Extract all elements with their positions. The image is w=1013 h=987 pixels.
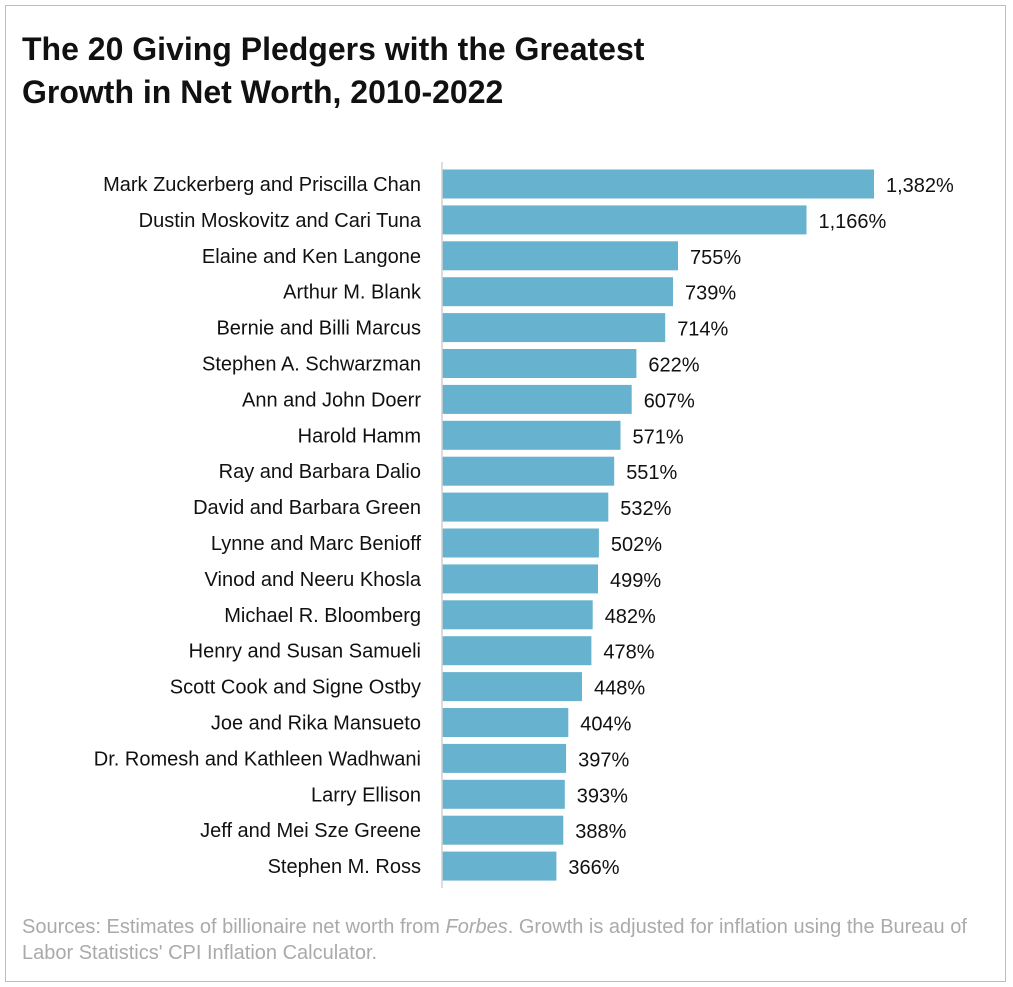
category-label: Henry and Susan Samueli (189, 641, 421, 663)
category-label: Ann and John Doerr (242, 389, 421, 411)
category-label: Stephen M. Ross (268, 856, 421, 878)
data-label: 388% (575, 821, 626, 843)
data-label: 393% (577, 785, 628, 807)
sources-note: Sources: Estimates of billionaire net wo… (22, 914, 982, 966)
category-label: Dustin Moskovitz and Cari Tuna (139, 210, 422, 232)
category-label: David and Barbara Green (193, 497, 421, 519)
bar (442, 241, 678, 271)
category-label: Vinod and Neeru Khosla (205, 569, 422, 591)
data-label: 607% (644, 390, 695, 412)
category-label: Lynne and Marc Benioff (211, 533, 422, 555)
data-label: 571% (633, 426, 684, 448)
category-label: Harold Hamm (298, 425, 421, 447)
data-label: 622% (648, 355, 699, 377)
category-label: Joe and Rika Mansueto (211, 713, 421, 735)
bar (442, 708, 569, 737)
bar (442, 779, 565, 809)
data-label: 1,382% (886, 175, 954, 197)
category-label: Scott Cook and Signe Ostby (170, 677, 421, 699)
category-label: Elaine and Ken Langone (202, 246, 421, 268)
bar (442, 420, 621, 450)
bar (442, 851, 557, 881)
bar (442, 205, 807, 235)
category-label: Mark Zuckerberg and Priscilla Chan (103, 174, 421, 196)
data-label: 1,166% (819, 211, 887, 233)
data-label: 502% (611, 534, 662, 556)
data-label: 551% (626, 462, 677, 484)
bar (442, 636, 592, 666)
sources-italic: Forbes (445, 916, 508, 938)
data-label: 448% (594, 678, 645, 700)
category-label: Dr. Romesh and Kathleen Wadhwani (94, 748, 421, 770)
bar (442, 672, 582, 702)
bar (442, 564, 598, 594)
bar (442, 277, 673, 307)
bar (442, 600, 593, 630)
bar (442, 456, 615, 486)
bars-layer: Mark Zuckerberg and Priscilla Chan 1,382%… (94, 169, 954, 881)
bar (442, 384, 632, 414)
data-label: 366% (568, 857, 619, 879)
sources-suffix: . Growth is adjusted for inflation using… (22, 916, 967, 964)
chart-title: The 20 Giving Pledgers with the Greatest… (22, 28, 922, 114)
category-label: Arthur M. Blank (283, 282, 422, 304)
bar (442, 743, 567, 773)
data-label: 755% (690, 247, 741, 269)
bar (442, 169, 874, 199)
category-label: Jeff and Mei Sze Greene (200, 820, 421, 842)
data-label: 714% (677, 319, 728, 341)
bar (442, 815, 564, 845)
data-label: 404% (580, 714, 631, 736)
chart-title-line-1: The 20 Giving Pledgers with the Greatest (22, 31, 645, 67)
category-label: Larry Ellison (311, 784, 421, 806)
data-label: 478% (603, 642, 654, 664)
data-label: 532% (620, 498, 671, 520)
category-label: Stephen A. Schwarzman (202, 354, 421, 376)
bar-chart: Mark Zuckerberg and Priscilla Chan 1,382%… (94, 162, 954, 889)
bar (442, 492, 609, 522)
chart-title-line-2: Growth in Net Worth, 2010-2022 (22, 74, 504, 110)
bar (442, 349, 637, 378)
sources-prefix: Sources: Estimates of billionaire net wo… (22, 916, 446, 938)
bar (442, 313, 666, 343)
category-label: Bernie and Billi Marcus (216, 318, 421, 340)
bar (442, 528, 599, 558)
data-label: 482% (605, 606, 656, 628)
category-label: Michael R. Bloomberg (224, 605, 421, 627)
data-label: 397% (578, 749, 629, 771)
data-label: 499% (610, 570, 661, 592)
data-label: 739% (685, 283, 736, 305)
category-label: Ray and Barbara Dalio (219, 461, 421, 483)
